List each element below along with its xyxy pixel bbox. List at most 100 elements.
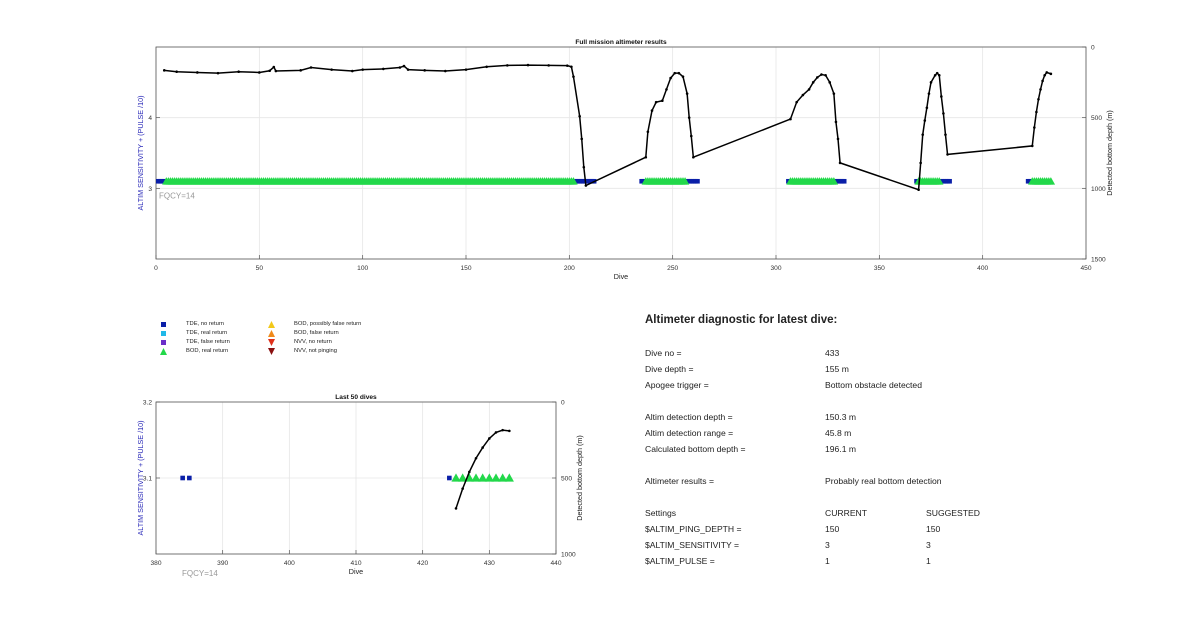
depth-point [464,68,468,71]
diagnostic-label: Dive depth = [645,364,694,374]
y2-tick-label: 0 [1091,45,1095,52]
depth-point [216,71,220,75]
depth-point [940,95,943,98]
diagnostic-value: Bottom obstacle detected [825,380,922,390]
x-axis-label: Dive [614,272,628,281]
bod-marker [471,473,481,482]
depth-point [501,428,504,432]
depth-point [1033,126,1036,129]
yellow-triangle-marker-icon [268,321,275,328]
bod-marker [569,177,578,185]
setting-suggested: 3 [926,540,931,550]
x-tick-label: 50 [256,265,264,272]
depth-point [937,73,941,77]
bod-marker [498,473,508,482]
depth-point [923,119,927,122]
depth-point [258,71,261,74]
y2-tick-label: 0 [561,400,565,407]
legend-label: NVV, not pinging [294,348,337,354]
depth-point [687,116,691,119]
x-tick-label: 430 [484,560,495,567]
depth-point [237,70,240,74]
green-triangle-marker-icon [160,348,167,355]
depth-point [650,109,654,112]
tde-marker [695,178,700,184]
setting-suggested: 150 [926,524,941,534]
depth-point [474,456,478,460]
depth-point [669,76,672,80]
y2-axis-label: Detected bottom depth (m) [575,435,584,521]
depth-point [565,64,569,67]
depth-point [944,133,947,136]
depth-point [929,81,933,84]
depth-point [789,117,792,121]
depth-point [578,114,581,118]
depth-point [1030,144,1034,148]
x-tick-label: 450 [1080,265,1091,272]
legend-label: TDE, real return [186,330,228,336]
fqcy-annotation: FQCY=14 [159,191,195,200]
diagnostic-label: Calculated bottom depth = [645,444,746,454]
depth-point [946,153,949,156]
y2-axis-label: Detected bottom depth (m) [1105,110,1114,196]
depth-point [508,429,511,433]
depth-point [506,64,509,67]
legend-label: BOD, real return [186,348,229,354]
depth-point [1035,110,1038,114]
depth-point [468,470,471,474]
setting-name: $ALTIM_PING_DEPTH = [645,524,742,534]
plot-frame [155,46,1087,260]
depth-point [570,65,573,69]
depth-point [807,88,811,91]
depth-point [921,133,925,136]
x-tick-label: 300 [770,265,781,272]
depth-point [162,69,166,72]
tde-marker [447,475,452,481]
y2-tick-label: 500 [1091,115,1102,122]
x-tick-label: 250 [667,265,678,272]
chart-title: Full mission altimeter results [575,39,667,46]
bod-marker [478,473,488,482]
settings-header-current: CURRENT [825,508,868,518]
depth-point [572,75,575,78]
settings-header-suggested: SUGGESTED [926,508,980,518]
x-tick-label: 100 [357,265,368,272]
bod-marker [504,473,514,482]
x-tick-label: 150 [460,265,471,272]
depth-point [811,81,815,84]
depth-point [795,100,798,104]
settings-header-label: Settings [645,508,677,518]
depth-point [661,99,664,103]
depth-point [654,100,658,104]
plot-area [156,47,1086,259]
depth-point [461,487,464,490]
bod-marker [935,177,944,185]
y2-tick-label: 1000 [561,552,576,559]
x-tick-label: 390 [217,560,228,567]
depth-point [175,70,178,74]
depth-point [689,134,693,138]
x-tick-label: 400 [284,560,295,567]
chart-title: Last 50 dives [335,394,377,401]
diagnostic-title: Altimeter diagnostic for latest dive: [645,314,838,326]
blue-square-marker-icon [161,322,166,327]
depth-point [268,69,271,73]
x-tick-label: 400 [977,265,988,272]
setting-name: $ALTIM_PULSE = [645,556,715,566]
y-axis-label: ALTIM SENSITIVITY + (PULSE /10) [136,421,145,536]
diagnostic-label: Altim detection depth = [645,412,733,422]
depth-point [665,88,668,91]
depth-point [1049,72,1053,76]
depth-point [919,161,922,165]
y-tick-label: 3 [148,186,152,193]
setting-current: 150 [825,524,840,534]
red-triangle-down-marker-icon [268,339,275,346]
depth-point [361,68,364,71]
depth-point [299,69,302,72]
x-tick-label: 420 [417,560,428,567]
depth-point [917,188,920,192]
marker-legend: TDE, no return TDE, real return TDE, fal… [158,320,388,364]
depth-point [838,161,842,165]
depth-point [406,68,410,71]
depth-point [673,71,677,75]
